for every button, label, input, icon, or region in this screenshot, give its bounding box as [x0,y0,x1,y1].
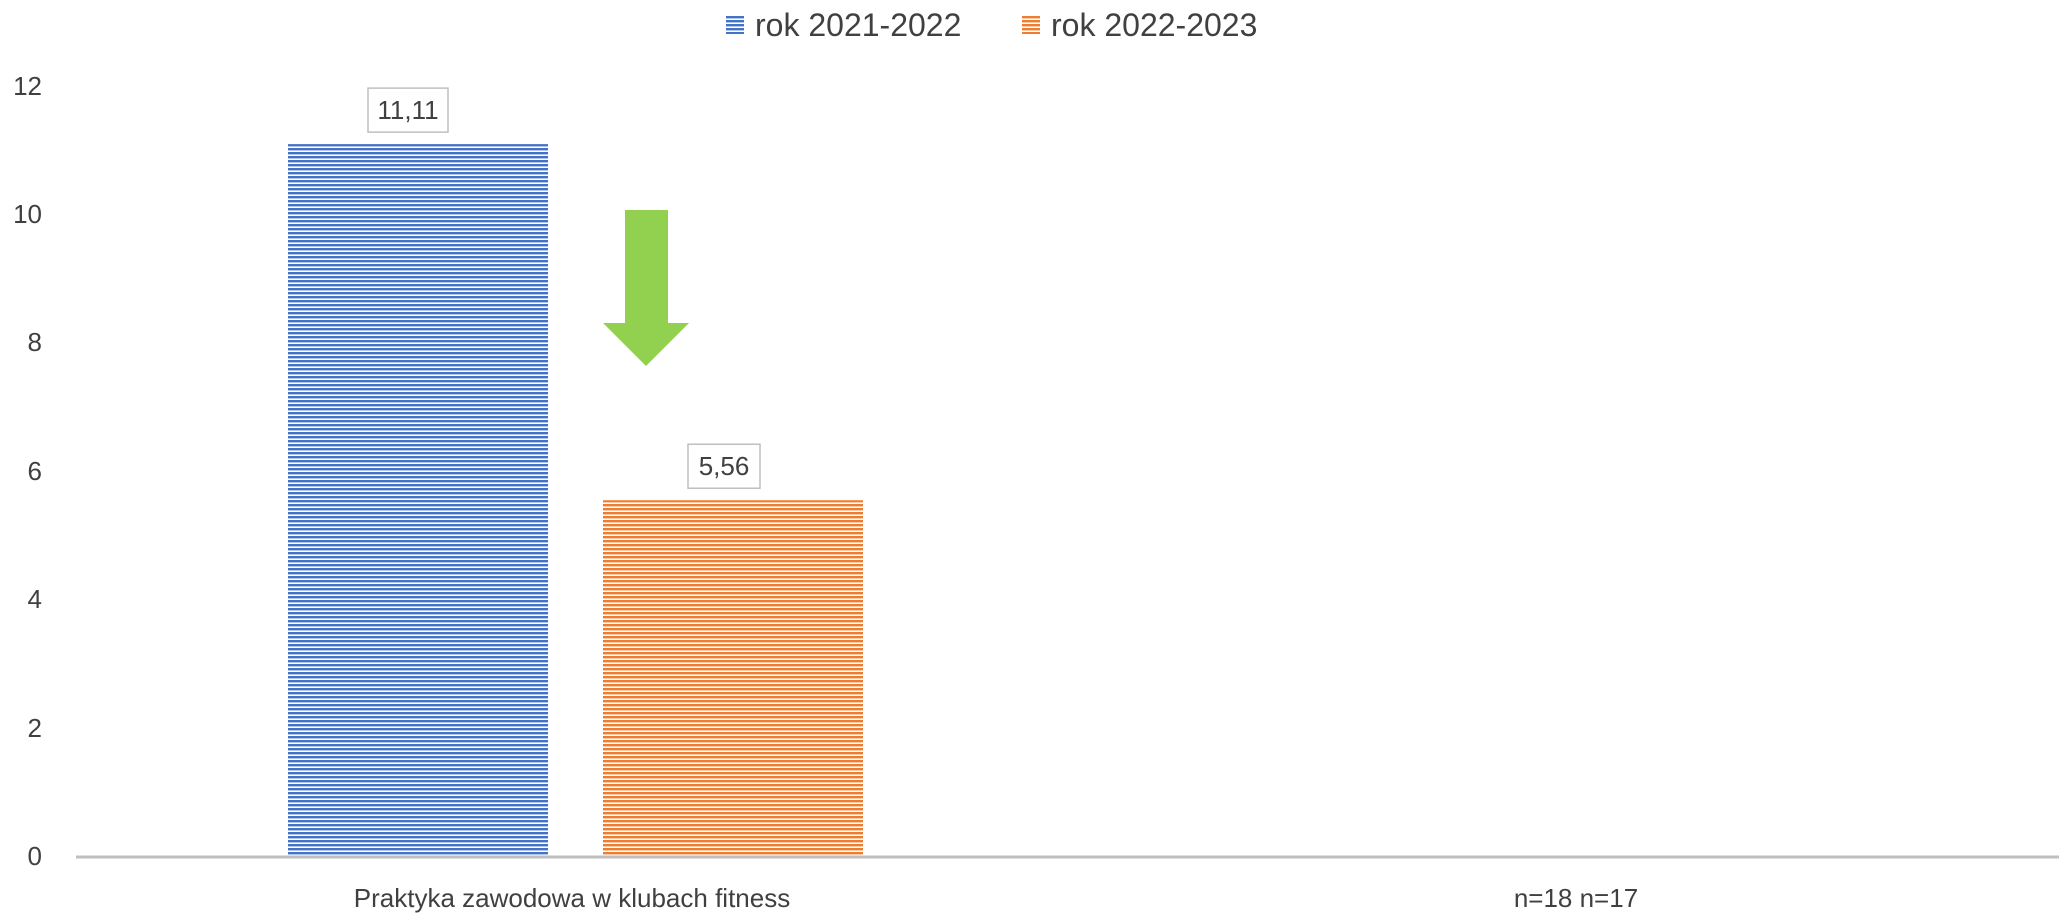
data-label-2021-2022: 11,11 [367,87,449,133]
legend-item-series-2: rok 2022-2023 [1022,7,1257,43]
legend-label-series-1: rok 2021-2022 [755,7,961,43]
legend-swatch-series-2 [1022,16,1040,34]
y-tick-label: 8 [28,327,42,357]
data-labels: 11,11 5,56 [367,87,761,489]
y-tick-label: 6 [28,456,42,486]
data-label-box [367,87,449,133]
data-label-text: 11,11 [377,95,438,125]
x-axis: Praktyka zawodowa w klubach fitness n=18… [354,883,1638,913]
x-category-label: Praktyka zawodowa w klubach fitness [354,883,790,913]
legend-item-series-1: rok 2021-2022 [726,7,961,43]
data-label-box [687,443,761,489]
down-arrow-icon [603,210,689,366]
legend: rok 2021-2022 rok 2022-2023 [726,7,1257,43]
data-label-2022-2023: 5,56 [687,443,761,489]
bar-2022-2023-praktyka [603,500,863,857]
y-tick-label: 4 [28,584,42,614]
y-tick-label: 10 [13,199,42,229]
y-tick-label: 12 [13,71,42,101]
x-category-label: n=18 n=17 [1514,883,1638,913]
bars [288,144,863,857]
legend-label-series-2: rok 2022-2023 [1051,7,1257,43]
y-axis: 0 2 4 6 8 10 12 [13,71,42,871]
y-tick-label: 0 [28,841,42,871]
legend-swatch-series-1 [726,16,744,34]
data-label-text: 5,56 [699,451,750,481]
bar-2021-2022-praktyka [288,144,548,857]
y-tick-label: 2 [28,713,42,743]
